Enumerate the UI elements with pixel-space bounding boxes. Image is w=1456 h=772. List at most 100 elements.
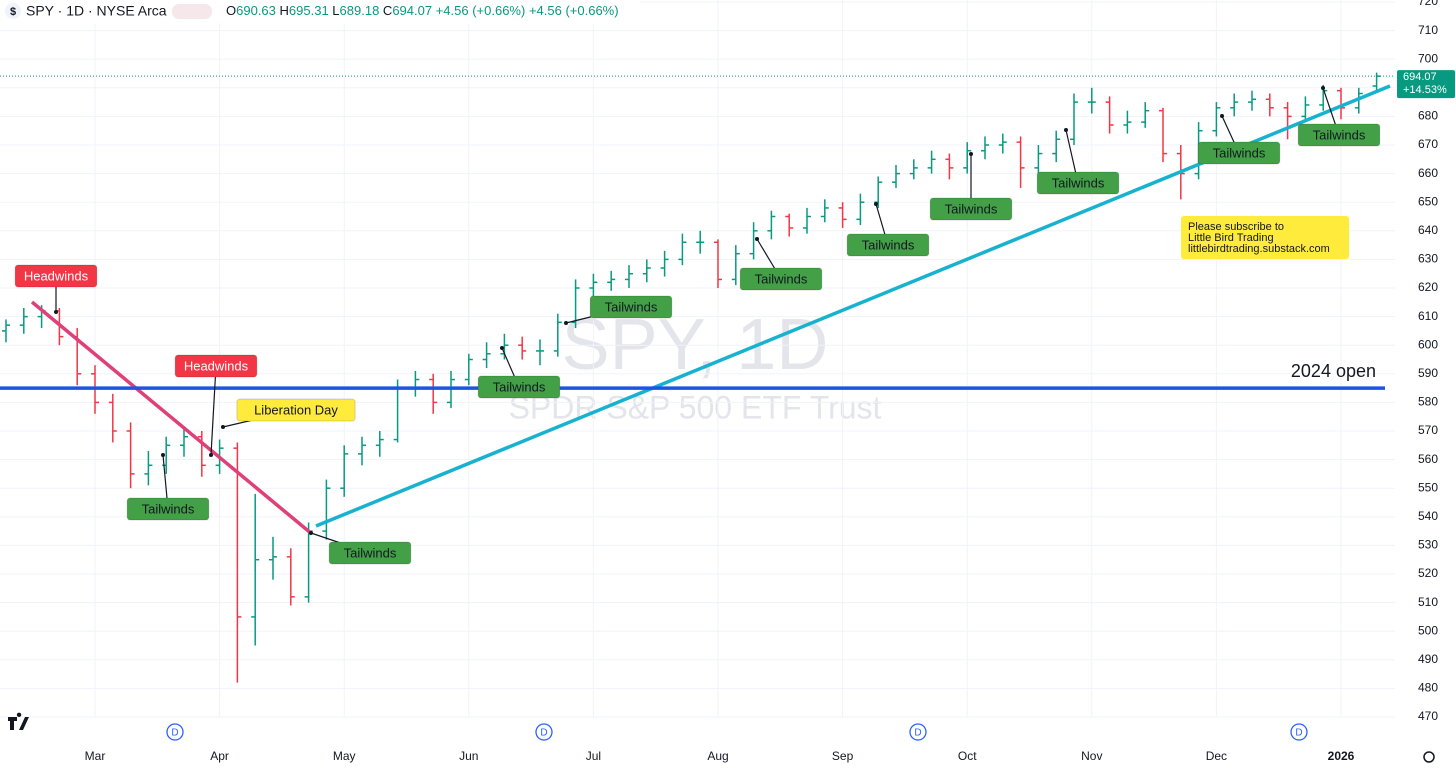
annotation-box (328, 541, 412, 565)
dividend-marker (1290, 723, 1308, 741)
y-tick-label: 610 (1418, 309, 1438, 323)
annotation-box (929, 197, 1013, 221)
x-tick-label: Sep (832, 749, 854, 763)
x-tick-label: Apr (210, 749, 229, 763)
x-tick-label: May (333, 749, 356, 763)
y-tick-label: 580 (1418, 395, 1438, 409)
y-tick-label: 530 (1418, 538, 1438, 552)
x-tick-label: Mar (85, 749, 106, 763)
tv-logo (8, 712, 29, 730)
y-tick-label: 630 (1418, 252, 1438, 266)
header-item: H (280, 3, 289, 18)
annotation-pointer (210, 365, 217, 456)
annotation-box (589, 295, 673, 319)
x-tick-label: Jul (586, 749, 601, 763)
annotation-anchor (969, 152, 973, 156)
note-text: Please subscribe to (1188, 221, 1284, 233)
annotation-anchor (1220, 114, 1224, 118)
annotation-text: Tailwinds (344, 545, 397, 560)
annotation-box (126, 497, 210, 521)
dividend-marker (166, 723, 184, 741)
annotation-box (477, 375, 561, 399)
annotation-text: Tailwinds (493, 379, 546, 394)
note-text: littlebirdtrading.substack.com (1188, 243, 1330, 255)
annotation-box (1197, 141, 1281, 165)
annotation-anchor (755, 237, 759, 241)
x-tick-label: 2026 (1328, 749, 1355, 763)
y-tick-label: 590 (1418, 366, 1438, 380)
y-tick-label: 700 (1418, 51, 1438, 65)
badge (172, 4, 212, 19)
annotation-box (14, 264, 98, 288)
downtrend-line (30, 300, 314, 536)
y-tick-label: 660 (1418, 166, 1438, 180)
y-tick-label: 680 (1418, 109, 1438, 123)
bars (2, 72, 1381, 683)
ohlc-values: O690.63 H695.31 L689.18 C694.07 +4.56 (+… (226, 3, 619, 18)
annotation-text: Liberation Day (254, 402, 338, 417)
dividend-marker (909, 723, 927, 741)
x-tick-label: Aug (707, 749, 728, 763)
symbol: SPY · 1D · NYSE Arca (26, 3, 167, 19)
annotation-text: Tailwinds (755, 271, 808, 286)
last-price-box (1397, 70, 1455, 99)
annotation-text: Headwinds (24, 268, 89, 283)
header-item: 689.18 (340, 3, 380, 18)
last-change: +14.53% (1403, 84, 1447, 96)
y-tick-label: 550 (1418, 480, 1438, 494)
symbol-icon-text: $ (10, 6, 16, 18)
header-item: 695.31 (289, 3, 329, 18)
annotation-anchor (1064, 128, 1068, 132)
y-tick-label: 510 (1418, 595, 1438, 609)
y-tick-label: 480 (1418, 681, 1438, 695)
annotation-anchor (1321, 86, 1325, 90)
annotation-anchor (54, 310, 58, 314)
annotation-anchor (874, 202, 878, 206)
symbol-icon (5, 3, 21, 19)
dividend-label: D (540, 728, 547, 739)
watermark-sub: SPDR S&P 500 ETF Trust (509, 389, 882, 425)
settings[interactable] (1423, 751, 1435, 763)
annotation-anchor (161, 453, 165, 457)
y-tick-label: 490 (1418, 652, 1438, 666)
annotation-text: Tailwinds (1052, 175, 1105, 190)
settings-icon[interactable] (1423, 751, 1435, 763)
header: $ SPY · 1D · NYSE Arca O690.63 H695.31 L… (0, 0, 640, 24)
annotations: 2024 open Headwinds Headwinds Liberation Da… (0, 86, 1385, 565)
header-item: L (332, 3, 339, 18)
header-item: 694.07 (392, 3, 432, 18)
y-tick-label: 710 (1418, 23, 1438, 37)
note-box (1181, 216, 1349, 259)
x-tick-label: Jun (459, 749, 478, 763)
x-tick-label: Dec (1206, 749, 1227, 763)
annotation-text: Tailwinds (862, 237, 915, 252)
y-tick-label: 520 (1418, 566, 1438, 580)
annotation-anchor (500, 346, 504, 350)
annotation-text: Headwinds (184, 358, 249, 373)
last-price: 694.07 (1403, 71, 1437, 83)
annotation-anchor (221, 425, 225, 429)
dividend-label: D (1295, 728, 1302, 739)
y-tick-label: 470 (1418, 709, 1438, 723)
y-tick-label: 500 (1418, 623, 1438, 637)
y-tick-label: 720 (1418, 0, 1438, 8)
annotation-text: Tailwinds (945, 201, 998, 216)
header-bg (0, 0, 640, 24)
annotation-box (739, 267, 823, 291)
y-tick-label: 640 (1418, 223, 1438, 237)
y-tick-label: 650 (1418, 194, 1438, 208)
annotation-text: Tailwinds (1313, 127, 1366, 142)
header-item: +4.56 (+0.66%) (529, 3, 619, 18)
annotation-box (1036, 171, 1120, 195)
level-label: 2024 open (1291, 361, 1376, 381)
annotation-text: Tailwinds (605, 299, 658, 314)
y-tick-label: 600 (1418, 337, 1438, 351)
y-tick-label: 670 (1418, 137, 1438, 151)
x-tick-label: Nov (1081, 749, 1102, 763)
y-tick-label: 560 (1418, 452, 1438, 466)
annotation-text: Tailwinds (1213, 145, 1266, 160)
header-item: C (383, 3, 392, 18)
annotation-anchor (309, 531, 313, 535)
y-tick-label: 570 (1418, 423, 1438, 437)
